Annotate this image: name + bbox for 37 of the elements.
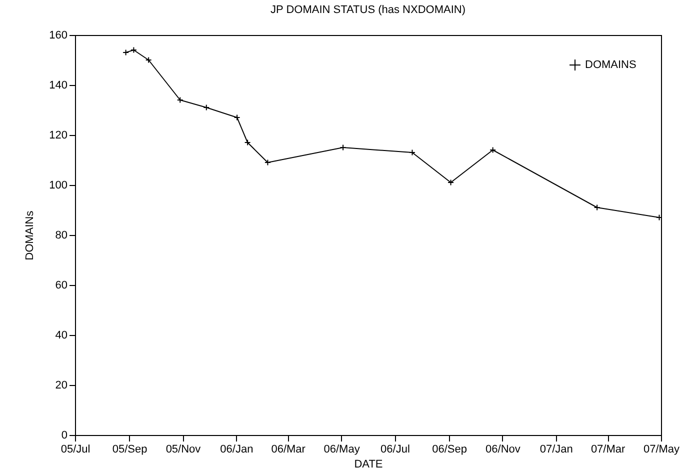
point xyxy=(130,46,137,54)
x-tick-label: 06/May xyxy=(324,444,360,456)
point xyxy=(234,114,240,121)
x-tick-label: 07/May xyxy=(643,444,680,456)
point xyxy=(594,204,600,211)
x-tick-label: 06/Nov xyxy=(486,444,521,456)
y-axis-title: DOMAINs xyxy=(24,210,36,260)
x-tick-label: 06/Sep xyxy=(432,444,467,456)
y-tick-label: 100 xyxy=(49,180,68,192)
x-tick-label: 06/Mar xyxy=(271,444,306,456)
x-tick-label: 07/Mar xyxy=(590,444,626,456)
point xyxy=(244,139,251,146)
x-tick-label: 06/Jan xyxy=(220,444,254,456)
y-tick-label: 0 xyxy=(61,430,68,442)
y-tick-label: 60 xyxy=(55,280,68,292)
y-tick-label: 40 xyxy=(55,330,68,342)
point xyxy=(340,144,346,151)
y-tick-label: 20 xyxy=(55,380,68,392)
legend-label: DOMAINS xyxy=(585,59,636,71)
y-tick-label: 80 xyxy=(55,230,68,242)
x-tick-label: 07/Jan xyxy=(540,444,573,456)
point xyxy=(408,149,416,156)
y-tick-label: 160 xyxy=(49,30,68,42)
point xyxy=(448,179,454,186)
point xyxy=(176,96,184,104)
point xyxy=(264,159,271,166)
x-tick-label: 05/Jul xyxy=(60,444,90,456)
point xyxy=(145,56,152,64)
chart-title: JP DOMAIN STATUS (has NXDOMAIN) xyxy=(270,4,466,16)
x-axis-title: DATE xyxy=(354,458,383,470)
x-tick-label: 05/Sep xyxy=(112,444,148,456)
y-tick-label: 120 xyxy=(49,130,68,142)
point xyxy=(203,104,210,111)
x-tick-label: 06/Jul xyxy=(380,444,410,456)
point xyxy=(490,146,496,154)
x-tick-label: 05/Nov xyxy=(166,444,202,456)
y-tick-label: 140 xyxy=(49,80,68,92)
